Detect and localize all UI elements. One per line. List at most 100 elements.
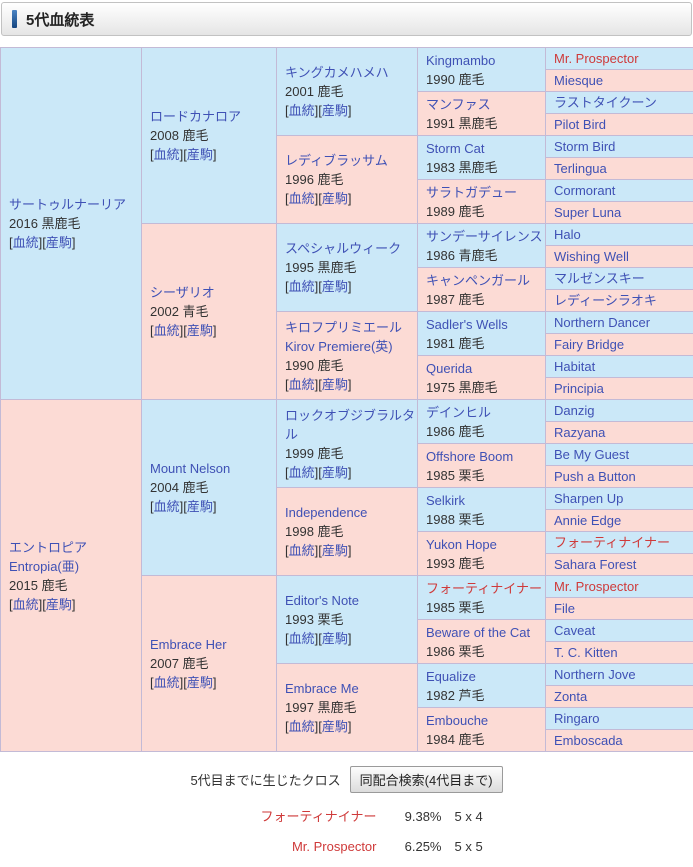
- blood-link[interactable]: 血統: [289, 377, 315, 392]
- horse-name-link[interactable]: サートゥルナーリア: [9, 195, 139, 214]
- horse-name-link[interactable]: Miesque: [554, 71, 691, 90]
- offspring-link[interactable]: 産駒: [187, 499, 213, 514]
- horse-name-link[interactable]: Mr. Prospector: [554, 577, 691, 596]
- horse-name-link[interactable]: ロックオブジブラルタル: [285, 406, 415, 444]
- blood-link[interactable]: 血統: [289, 191, 315, 206]
- horse-name-link[interactable]: Beware of the Cat: [426, 623, 543, 642]
- horse-name-link[interactable]: フォーティナイナー: [426, 579, 543, 598]
- horse-name-link[interactable]: Pilot Bird: [554, 115, 691, 134]
- horse-name-link[interactable]: Editor's Note: [285, 591, 415, 610]
- horse-name-link[interactable]: ラストタイクーン: [554, 93, 691, 112]
- horse-name-link[interactable]: Annie Edge: [554, 511, 691, 530]
- horse-name-link[interactable]: Cormorant: [554, 181, 691, 200]
- horse-name-link[interactable]: Terlingua: [554, 159, 691, 178]
- offspring-link[interactable]: 産駒: [322, 719, 348, 734]
- bracket: ][: [315, 631, 322, 646]
- horse-name-link[interactable]: フォーティナイナー: [554, 533, 691, 552]
- horse-name-link[interactable]: Ringaro: [554, 709, 691, 728]
- offspring-link[interactable]: 産駒: [322, 279, 348, 294]
- horse-name-link[interactable]: Sharpen Up: [554, 489, 691, 508]
- blood-link[interactable]: 血統: [154, 323, 180, 338]
- horse-year-coat: 2015 鹿毛: [9, 576, 139, 595]
- horse-name-link[interactable]: Embouche: [426, 711, 543, 730]
- horse-name-link[interactable]: File: [554, 599, 691, 618]
- horse-name-link[interactable]: マンファス: [426, 95, 543, 114]
- horse-name-link[interactable]: Zonta: [554, 687, 691, 706]
- horse-name-link[interactable]: Storm Cat: [426, 139, 543, 158]
- same-mating-search-button[interactable]: 同配合検索(4代目まで): [350, 766, 503, 793]
- horse-name-link[interactable]: レディブラッサム: [285, 151, 415, 170]
- horse-name-link[interactable]: Sahara Forest: [554, 555, 691, 574]
- offspring-link[interactable]: 産駒: [322, 543, 348, 558]
- horse-name-link[interactable]: Offshore Boom: [426, 447, 543, 466]
- blood-link[interactable]: 血統: [289, 279, 315, 294]
- offspring-link[interactable]: 産駒: [322, 377, 348, 392]
- blood-link[interactable]: 血統: [154, 499, 180, 514]
- horse-name-link[interactable]: Querida: [426, 359, 543, 378]
- blood-link[interactable]: 血統: [13, 597, 39, 612]
- horse-name-alt-link[interactable]: Kirov Premiere(英): [285, 337, 415, 356]
- offspring-link[interactable]: 産駒: [187, 323, 213, 338]
- horse-name-link[interactable]: キロフプリミエール: [285, 318, 415, 337]
- horse-name-link[interactable]: Habitat: [554, 357, 691, 376]
- horse-name-link[interactable]: Embrace Her: [150, 635, 274, 654]
- blood-link[interactable]: 血統: [289, 465, 315, 480]
- horse-name-link[interactable]: Equalize: [426, 667, 543, 686]
- blood-link[interactable]: 血統: [13, 235, 39, 250]
- horse-name-link[interactable]: T. C. Kitten: [554, 643, 691, 662]
- horse-name-link[interactable]: レディーシラオキ: [554, 291, 691, 310]
- horse-name-link[interactable]: Yukon Hope: [426, 535, 543, 554]
- blood-link[interactable]: 血統: [154, 675, 180, 690]
- horse-name-link[interactable]: Independence: [285, 503, 415, 522]
- horse-name-link[interactable]: Danzig: [554, 401, 691, 420]
- horse-name-link[interactable]: Be My Guest: [554, 445, 691, 464]
- horse-name-link[interactable]: キャンペンガール: [426, 271, 543, 290]
- horse-name-link[interactable]: キングカメハメハ: [285, 63, 415, 82]
- horse-name-link[interactable]: Northern Dancer: [554, 313, 691, 332]
- horse-name-link[interactable]: Push a Button: [554, 467, 691, 486]
- offspring-link[interactable]: 産駒: [322, 465, 348, 480]
- pedigree-cell: File: [546, 598, 693, 620]
- offspring-link[interactable]: 産駒: [187, 147, 213, 162]
- horse-name-link[interactable]: Halo: [554, 225, 691, 244]
- horse-name-link[interactable]: スペシャルウィーク: [285, 239, 415, 258]
- offspring-link[interactable]: 産駒: [322, 631, 348, 646]
- horse-name-link[interactable]: Kingmambo: [426, 51, 543, 70]
- horse-name-link[interactable]: サンデーサイレンス: [426, 227, 543, 246]
- horse-name-link[interactable]: Selkirk: [426, 491, 543, 510]
- offspring-link[interactable]: 産駒: [46, 597, 72, 612]
- horse-year-coat: 1982 芦毛: [426, 686, 543, 705]
- horse-name-link[interactable]: サラトガデュー: [426, 183, 543, 202]
- blood-link[interactable]: 血統: [289, 543, 315, 558]
- horse-name-link[interactable]: マルゼンスキー: [554, 269, 691, 288]
- horse-name-link[interactable]: エントロピア: [9, 538, 139, 557]
- horse-name-link[interactable]: Storm Bird: [554, 137, 691, 156]
- horse-name-link[interactable]: Embrace Me: [285, 679, 415, 698]
- blood-link[interactable]: 血統: [154, 147, 180, 162]
- horse-name-link[interactable]: Northern Jove: [554, 665, 691, 684]
- blood-link[interactable]: 血統: [289, 103, 315, 118]
- offspring-link[interactable]: 産駒: [322, 103, 348, 118]
- horse-name-link[interactable]: デインヒル: [426, 403, 543, 422]
- horse-name-link[interactable]: Mount Nelson: [150, 459, 274, 478]
- horse-name-link[interactable]: Sadler's Wells: [426, 315, 543, 334]
- horse-name-link[interactable]: Razyana: [554, 423, 691, 442]
- offspring-link[interactable]: 産駒: [46, 235, 72, 250]
- horse-name-link[interactable]: Fairy Bridge: [554, 335, 691, 354]
- horse-name-alt-link[interactable]: Entropia(亜): [9, 557, 139, 576]
- horse-name-link[interactable]: Emboscada: [554, 731, 691, 750]
- horse-name-link[interactable]: シーザリオ: [150, 283, 274, 302]
- horse-name-link[interactable]: Super Luna: [554, 203, 691, 222]
- horse-name-link[interactable]: Principia: [554, 379, 691, 398]
- horse-name-link[interactable]: Caveat: [554, 621, 691, 640]
- blood-link[interactable]: 血統: [289, 631, 315, 646]
- horse-name-link[interactable]: ロードカナロア: [150, 107, 274, 126]
- horse-name-link[interactable]: Mr. Prospector: [554, 49, 691, 68]
- offspring-link[interactable]: 産駒: [187, 675, 213, 690]
- offspring-link[interactable]: 産駒: [322, 191, 348, 206]
- blood-link[interactable]: 血統: [289, 719, 315, 734]
- horse-name-link[interactable]: Wishing Well: [554, 247, 691, 266]
